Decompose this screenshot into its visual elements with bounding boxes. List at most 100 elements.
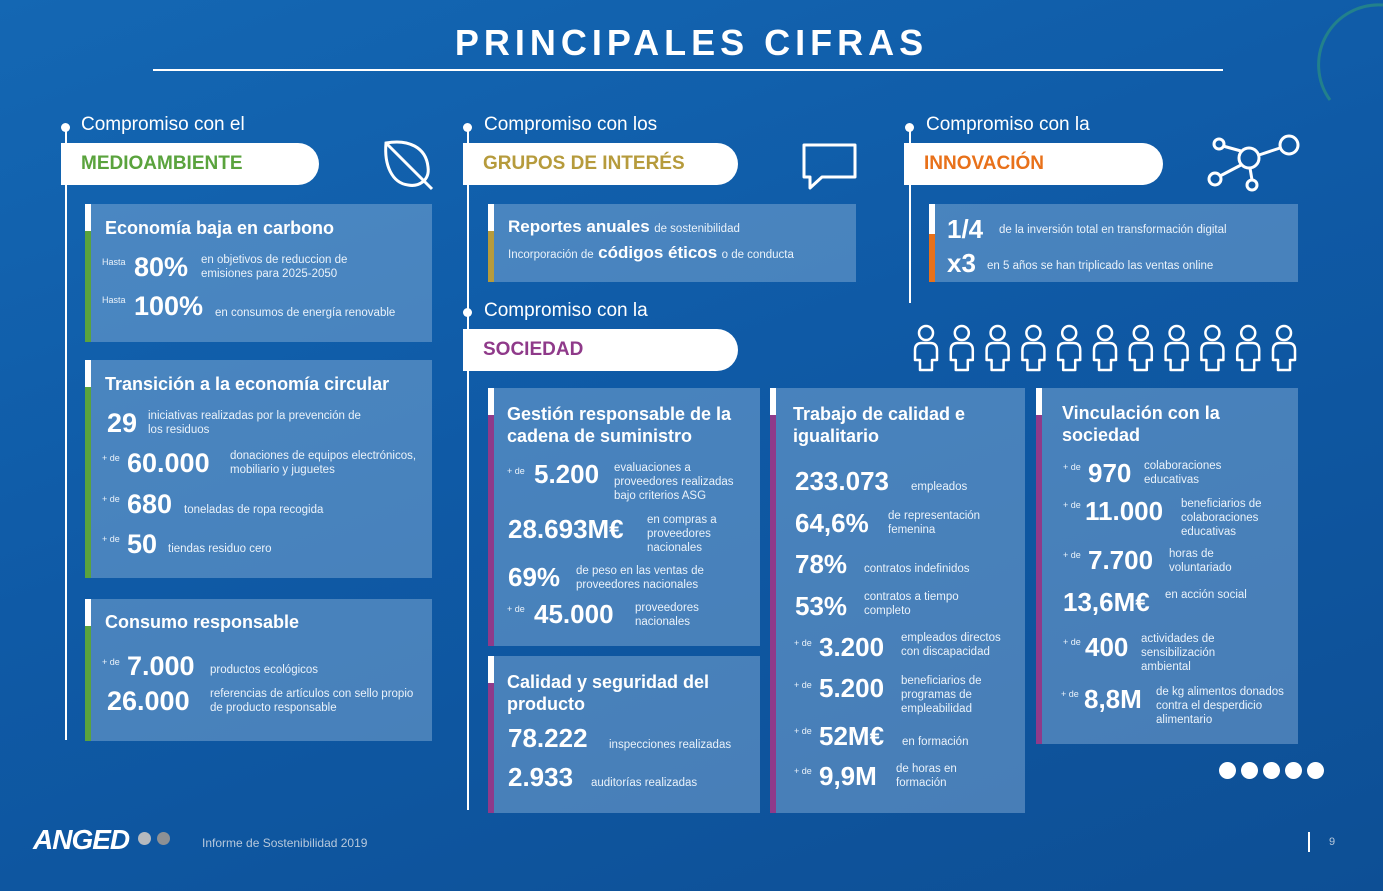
stat-prefix: + de — [1063, 550, 1081, 560]
stat-value: 69% — [508, 562, 561, 592]
innov-line — [909, 128, 911, 303]
innov-label: INNOVACIÓN — [904, 143, 1163, 185]
card-title: Trabajo de calidad e igualitario — [793, 404, 966, 446]
stat-label: en 5 años se han triplicado las ventas o… — [987, 260, 1214, 272]
stat-value: 50 — [127, 529, 158, 559]
stat-label: actividades de sensibilización ambiental — [1141, 633, 1216, 673]
stat-value: 28.693M€ — [508, 514, 624, 544]
stat-label: horas de voluntariado — [1169, 548, 1232, 574]
stat-label: empleados — [911, 481, 968, 493]
stat-value: 29 — [107, 408, 138, 438]
grupos-bold-1: Reportes anuales — [508, 217, 650, 236]
stat-label: de peso en las ventas de proveedores nac… — [576, 565, 704, 591]
logo-dot-icon — [157, 832, 171, 845]
stat-prefix: + de — [794, 638, 812, 648]
stat-value: 7.700 — [1088, 545, 1154, 575]
speech-bubble-icon — [802, 143, 857, 190]
stat-label: iniciativas realizadas por la prevención… — [148, 410, 361, 436]
card-carbono: Economía baja en carbono Hasta 80% en ob… — [85, 204, 432, 342]
logo-dot-icon — [137, 832, 151, 845]
stat-prefix: + de — [507, 604, 525, 614]
stat-label: en formación — [902, 736, 969, 748]
stat-value: 970 — [1088, 458, 1132, 488]
card-vinculacion: Vinculación con la sociedad + de 970 col… — [1036, 388, 1298, 744]
stat-value: 8,8M — [1084, 684, 1142, 714]
card-gestion: Gestión responsable de la cadena de sumi… — [488, 388, 760, 646]
stat-value: 78.222 — [508, 723, 588, 753]
stat-prefix: + de — [507, 466, 525, 476]
card-title: Consumo responsable — [105, 612, 300, 632]
stat-value: 52M€ — [819, 721, 885, 751]
network-icon — [1207, 134, 1300, 192]
stat-label: de horas en formación — [896, 763, 957, 789]
soc-pre: Compromiso con la — [484, 300, 648, 321]
stat-value: x3 — [947, 248, 976, 278]
stat-value: 1/4 — [947, 214, 984, 244]
card-consumo: Consumo responsable + de 7.000 productos… — [85, 599, 432, 741]
card-title: Economía baja en carbono — [105, 218, 335, 238]
footer-report: Informe de Sostenibilidad 2019 — [202, 836, 368, 850]
innov-pre: Compromiso con la — [926, 114, 1090, 135]
stat-label: en consumos de energía renovable — [215, 307, 396, 319]
stat-value: 53% — [795, 591, 848, 621]
stat-value: 45.000 — [534, 599, 614, 629]
stat-label: empleados directos con discapacidad — [901, 632, 1001, 658]
card-title: Gestión responsable de la cadena de sumi… — [507, 404, 732, 446]
stat-value: 11.000 — [1085, 496, 1164, 526]
card-title: Vinculación con la sociedad — [1062, 403, 1220, 445]
stat-value: 60.000 — [127, 448, 210, 478]
stat-label: proveedores nacionales — [635, 602, 699, 628]
stat-prefix: + de — [102, 494, 120, 504]
stat-value: 7.000 — [127, 651, 195, 681]
stat-value: 5.200 — [819, 673, 885, 703]
stat-label: productos ecológicos — [210, 664, 319, 676]
stat-prefix: + de — [1063, 462, 1081, 472]
stat-label: auditorías realizadas — [591, 777, 698, 789]
stat-value: 80% — [134, 252, 189, 282]
stat-label: en acción social — [1165, 589, 1247, 601]
soc-label: SOCIEDAD — [463, 329, 738, 371]
grupos-line — [467, 128, 469, 810]
stat-value: 13,6M€ — [1063, 587, 1150, 617]
stat-label: contratos a tiempo completo — [864, 591, 959, 617]
stat-value: 680 — [127, 489, 173, 519]
stat-prefix: + de — [102, 453, 120, 463]
stat-label: beneficiarios de colaboraciones educativ… — [1181, 498, 1262, 538]
grupos-bold-2: códigos éticos — [598, 243, 718, 262]
card-circular: Transición a la economía circular 29 ini… — [85, 360, 432, 578]
people-icon — [913, 324, 1297, 372]
stat-value: 9,9M — [819, 761, 877, 791]
grupos-text-2: Incorporación de — [508, 249, 594, 261]
stat-label: contratos indefinidos — [864, 563, 970, 575]
leaf-icon — [384, 140, 434, 191]
stat-prefix: + de — [1061, 689, 1079, 699]
grupos-text-1: de sostenibilidad — [654, 223, 740, 235]
decorative-ring — [1317, 3, 1383, 101]
footer-logo: ANGED — [33, 824, 171, 856]
stat-value: 5.200 — [534, 459, 600, 489]
card-calidad: Calidad y seguridad del producto 78.222 … — [488, 656, 760, 813]
stat-prefix: + de — [1063, 500, 1081, 510]
page-title: PRINCIPALES CIFRAS — [454, 22, 929, 63]
stat-value: 100% — [134, 291, 204, 321]
page-number: 9 — [1329, 836, 1336, 848]
title-rule — [153, 69, 1223, 71]
card-innovacion: 1/4 de la inversión total en transformac… — [929, 204, 1298, 282]
stat-value: 3.200 — [819, 632, 885, 662]
stat-prefix: + de — [794, 726, 812, 736]
stat-prefix: + de — [102, 657, 120, 667]
stat-label: donaciones de equipos electrónicos, mobi… — [230, 450, 417, 476]
grupos-pre: Compromiso con los — [484, 114, 658, 135]
stat-value: 233.073 — [795, 466, 889, 496]
stat-label: colaboraciones educativas — [1144, 460, 1222, 486]
pagination-dots — [1219, 762, 1324, 784]
stat-prefix: + de — [794, 680, 812, 690]
medio-label: MEDIOAMBIENTE — [61, 143, 319, 185]
medio-pre: Compromiso con el — [81, 114, 245, 135]
stat-label: de la inversión total en transformación … — [999, 224, 1227, 236]
stat-value: 78% — [795, 549, 848, 579]
medio-line — [65, 128, 67, 740]
grupos-dot — [463, 123, 472, 132]
stat-label: toneladas de ropa recogida — [184, 504, 324, 516]
grupos-text-3: o de conducta — [721, 249, 794, 261]
